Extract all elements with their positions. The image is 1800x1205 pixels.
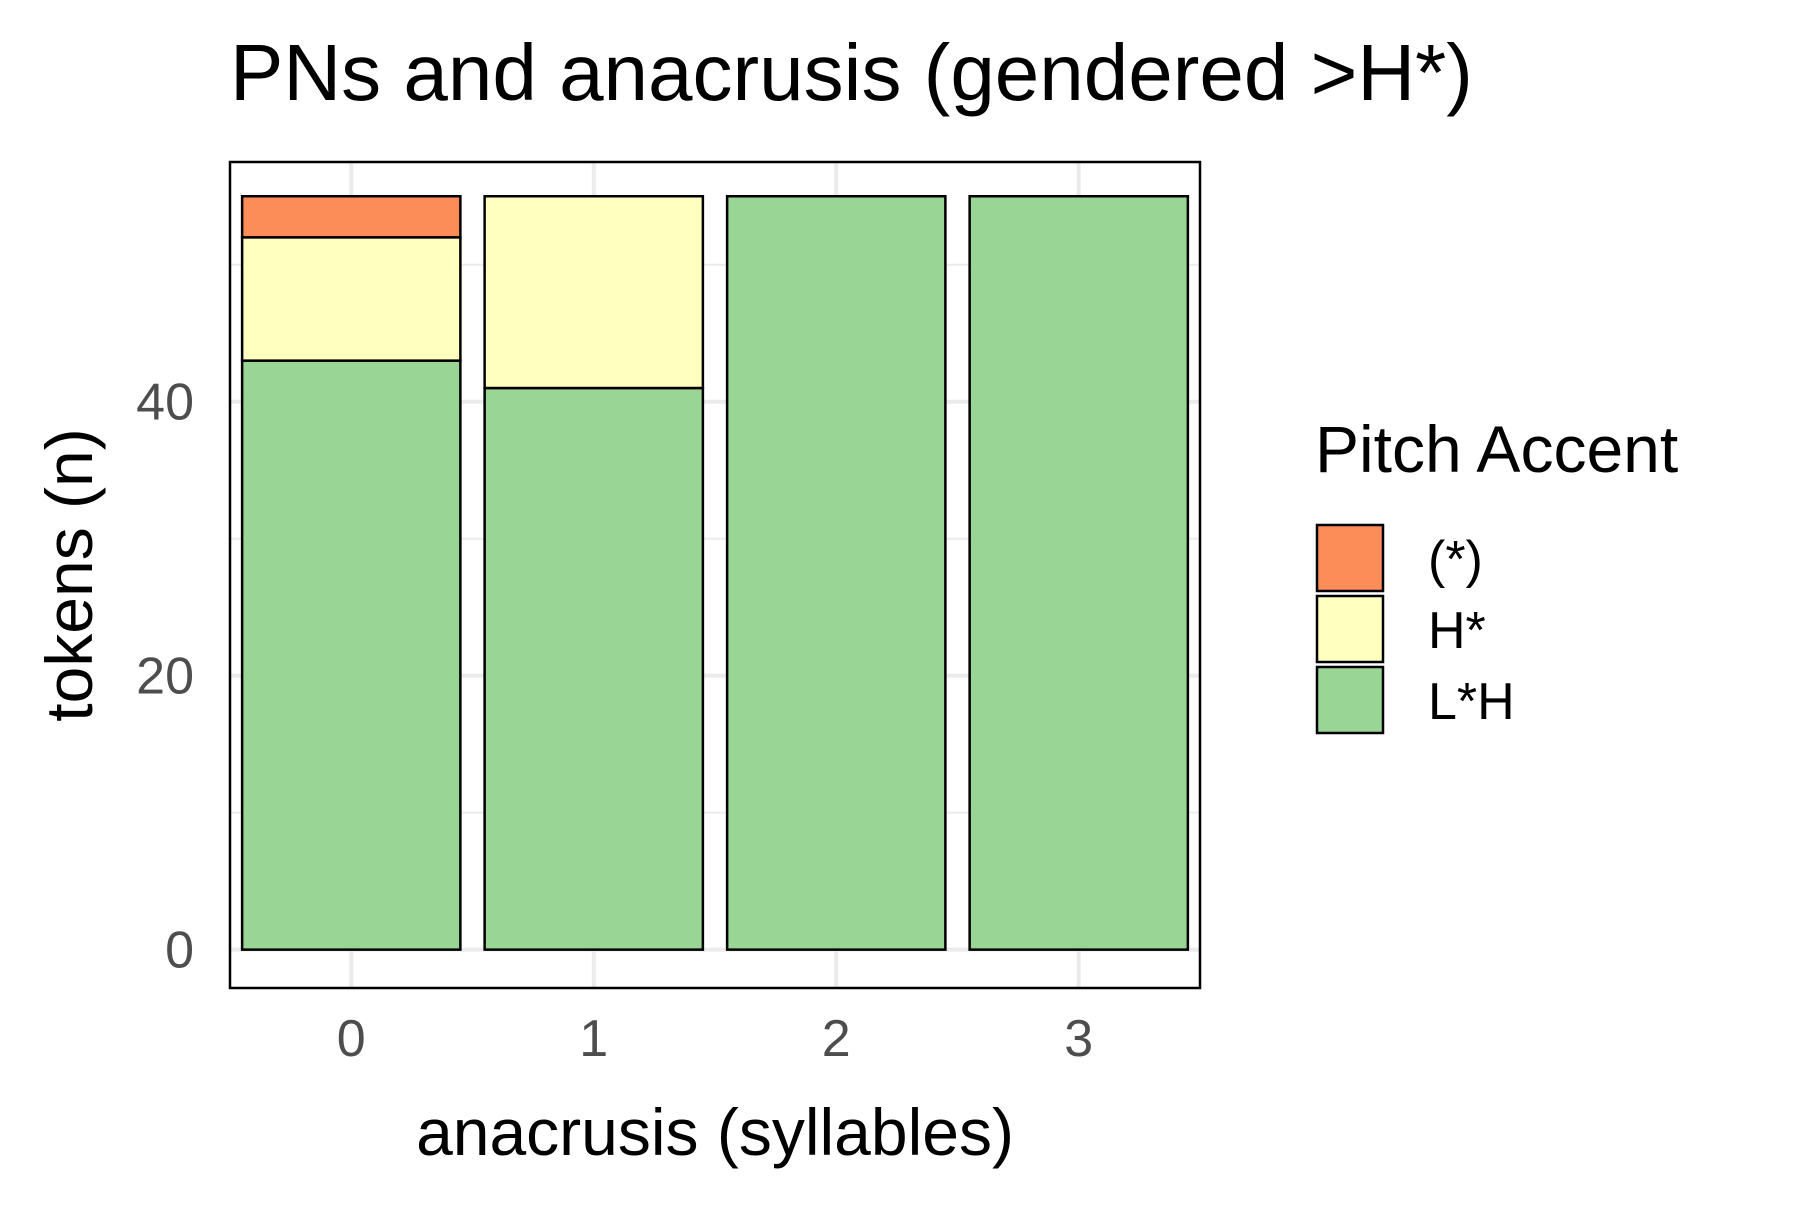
- legend-key: [1315, 523, 1385, 593]
- y-tick-label: 20: [136, 648, 194, 706]
- x-tick-label: 3: [1064, 1010, 1093, 1068]
- x-axis-title: anacrusis (syllables): [416, 1095, 1014, 1169]
- bar-segment: [483, 386, 705, 951]
- bars: [240, 194, 1190, 951]
- y-tick-label: 40: [136, 374, 194, 432]
- x-tick-label: 0: [337, 1010, 366, 1068]
- chart-title: PNs and anacrusis (gendered >H*): [230, 28, 1473, 117]
- legend-title: Pitch Accent: [1315, 412, 1678, 486]
- y-axis-title: tokens (n): [32, 428, 106, 721]
- bar-segment: [968, 194, 1190, 951]
- x-axis-ticks: 0 1 2 3: [337, 1010, 1093, 1068]
- legend-key: [1315, 665, 1385, 735]
- legend-label: L*H: [1428, 673, 1515, 731]
- legend-key: [1315, 594, 1385, 664]
- legend-label: (*): [1428, 531, 1483, 589]
- x-tick-label: 2: [822, 1010, 851, 1068]
- x-tick-label: 1: [579, 1010, 608, 1068]
- bar-segment: [240, 194, 462, 239]
- y-tick-label: 0: [165, 922, 194, 980]
- legend: Pitch Accent (*) H* L*H: [1315, 412, 1678, 735]
- legend-label: H*: [1428, 602, 1486, 660]
- y-axis-ticks: 0 20 40: [136, 374, 194, 980]
- plot-border: [228, 160, 1202, 990]
- bar-segment: [240, 359, 462, 951]
- bar-segment: [483, 194, 705, 390]
- bar-segment: [240, 236, 462, 362]
- bar-segment: [725, 194, 947, 951]
